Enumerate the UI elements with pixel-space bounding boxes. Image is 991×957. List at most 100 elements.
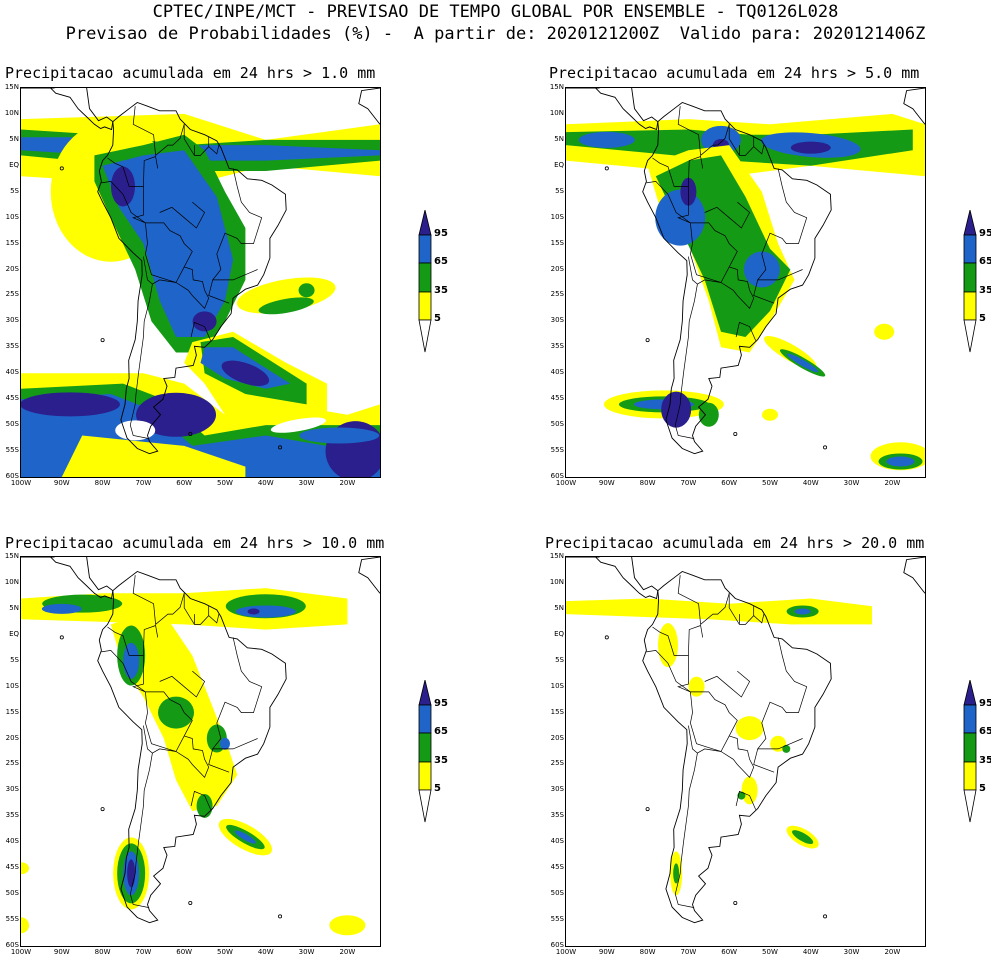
- lon-tick-label: 70W: [135, 948, 152, 956]
- lat-tick-label: 10S: [5, 681, 19, 690]
- colorbar-label: 65: [979, 256, 991, 267]
- lat-tick-label: 55S: [550, 915, 564, 924]
- continent-outline: [642, 101, 832, 455]
- lat-tick-label: 40S: [550, 837, 564, 846]
- panel-2-map: [565, 87, 926, 478]
- colorbar-label: 5: [434, 313, 441, 324]
- continent-outline: [97, 101, 287, 455]
- lon-tick-label: 70W: [680, 948, 697, 956]
- colorbar-label: 65: [434, 726, 448, 737]
- lon-tick-label: 40W: [257, 479, 274, 487]
- lon-tick-label: 40W: [802, 948, 819, 956]
- colorbar-label: 65: [979, 726, 991, 737]
- lat-tick-label: 25S: [5, 290, 19, 299]
- colorbar-3: 95 65 35 5: [418, 679, 448, 829]
- lon-tick-label: 80W: [639, 479, 656, 487]
- lat-tick-label: 5S: [555, 655, 564, 664]
- panel-2-title: Precipitacao acumulada em 24 hrs > 5.0 m…: [549, 64, 920, 82]
- panel-4-title: Precipitacao acumulada em 24 hrs > 20.0 …: [545, 534, 925, 552]
- lat-tick-label: 30S: [550, 316, 564, 325]
- lat-tick-label: 15S: [550, 238, 564, 247]
- lon-tick-label: 50W: [217, 948, 233, 956]
- lat-tick-label: 60S: [550, 941, 564, 949]
- colorbar-label: 35: [434, 755, 448, 766]
- lon-tick-label: 80W: [639, 948, 656, 956]
- panel-4-map: [565, 556, 926, 947]
- lon-tick-label: 30W: [298, 948, 315, 956]
- lon-tick-label: 20W: [339, 479, 356, 487]
- lat-tick-label: 5S: [555, 186, 564, 195]
- lon-tick-label: 20W: [339, 948, 356, 956]
- lat-tick-label: 20S: [550, 733, 564, 742]
- colorbar-svg: [418, 679, 432, 823]
- lat-tick-label: 10N: [549, 577, 564, 586]
- lat-tick-label: 5N: [9, 603, 19, 612]
- lat-tick-label: 20S: [5, 264, 19, 273]
- lon-tick-label: 60W: [721, 479, 738, 487]
- lat-tick-label: 45S: [5, 394, 19, 403]
- lat-tick-label: 25S: [550, 290, 564, 299]
- panel-1-title: Precipitacao acumulada em 24 hrs > 1.0 m…: [5, 64, 376, 82]
- lat-tick-label: 10S: [550, 681, 564, 690]
- colorbar-label: 35: [434, 285, 448, 296]
- lat-tick-label: 60S: [5, 941, 19, 949]
- lon-tick-label: 100W: [555, 479, 577, 487]
- lon-tick-label: 90W: [53, 479, 70, 487]
- lat-tick-label: 50S: [5, 420, 19, 429]
- lat-tick-label: 10N: [4, 108, 19, 117]
- lat-tick-label: 15S: [550, 707, 564, 716]
- lon-tick-label: 20W: [884, 948, 901, 956]
- lon-tick-label: 60W: [176, 948, 193, 956]
- lon-tick-label: 60W: [176, 479, 193, 487]
- colorbar-2: 95 65 35 5: [963, 209, 991, 359]
- lat-tick-label: 55S: [550, 446, 564, 455]
- lat-tick-label: 30S: [5, 316, 19, 325]
- lon-tick-label: 20W: [884, 479, 901, 487]
- lat-tick-label: 10S: [5, 212, 19, 221]
- lon-tick-label: 60W: [721, 948, 738, 956]
- lon-tick-label: 100W: [10, 948, 32, 956]
- colorbar-4: 95 65 35 5: [963, 679, 991, 829]
- lat-tick-label: 15S: [5, 238, 19, 247]
- lat-tick-label: 30S: [5, 785, 19, 794]
- lat-tick-label: EQ: [9, 629, 19, 638]
- colorbar-1: 95 65 35 5: [418, 209, 448, 359]
- lat-tick-label: 35S: [5, 342, 19, 351]
- lat-tick-label: 40S: [550, 368, 564, 377]
- lon-tick-label: 30W: [298, 479, 315, 487]
- lat-tick-label: 15N: [549, 552, 564, 560]
- lat-tick-label: 15S: [5, 707, 19, 716]
- lon-tick-label: 80W: [94, 948, 111, 956]
- lat-tick-label: 25S: [5, 759, 19, 768]
- lat-tick-label: 10N: [549, 108, 564, 117]
- lat-tick-label: 20S: [5, 733, 19, 742]
- continent-outline: [642, 570, 832, 924]
- lat-tick-label: 5N: [9, 134, 19, 143]
- colorbar-label: 5: [979, 783, 986, 794]
- lat-tick-label: 5S: [10, 655, 19, 664]
- lat-tick-label: 35S: [5, 811, 19, 820]
- lon-tick-label: 90W: [598, 479, 615, 487]
- lat-tick-label: 40S: [5, 837, 19, 846]
- lon-tick-label: 40W: [802, 479, 819, 487]
- lat-tick-label: 20S: [550, 264, 564, 273]
- panel-3-title: Precipitacao acumulada em 24 hrs > 10.0 …: [5, 534, 385, 552]
- lon-tick-label: 70W: [135, 479, 152, 487]
- lat-tick-label: 50S: [5, 889, 19, 898]
- lat-tick-label: 10N: [4, 577, 19, 586]
- precip-map-svg: [21, 557, 380, 946]
- lon-tick-label: 90W: [53, 948, 70, 956]
- lat-tick-label: 55S: [5, 915, 19, 924]
- lon-tick-label: 50W: [217, 479, 233, 487]
- colorbar-label: 5: [979, 313, 986, 324]
- lon-tick-label: 30W: [843, 479, 860, 487]
- lat-tick-label: EQ: [554, 629, 564, 638]
- figure-title: CPTEC/INPE/MCT - PREVISAO DE TEMPO GLOBA…: [152, 2, 839, 22]
- lon-tick-label: 80W: [94, 479, 111, 487]
- colorbar-svg: [963, 679, 977, 823]
- lat-tick-label: 50S: [550, 889, 564, 898]
- lat-tick-label: 15N: [4, 552, 19, 560]
- lat-tick-label: 40S: [5, 368, 19, 377]
- panel-3-map: [20, 556, 381, 947]
- lat-tick-label: 50S: [550, 420, 564, 429]
